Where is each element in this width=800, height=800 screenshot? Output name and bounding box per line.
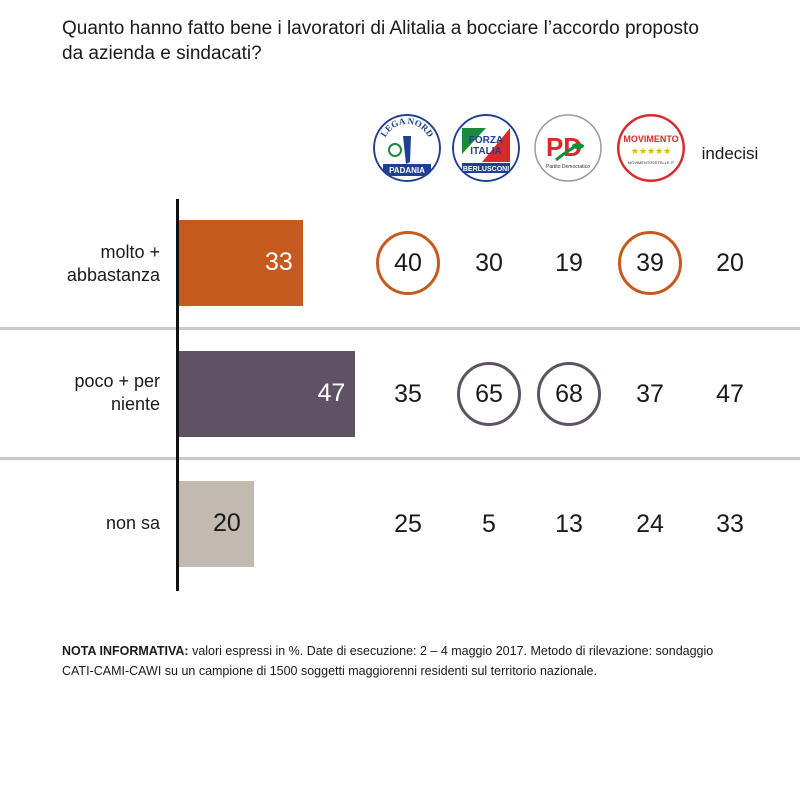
m5s-stars-icon: ★★★★★ (631, 146, 671, 156)
row-label-line: non sa (105, 513, 160, 533)
lega-logo-text-bottom: PADANIA (389, 166, 425, 175)
table-cell: 24 (636, 510, 664, 538)
row-separator (0, 327, 800, 330)
table-cell: 13 (555, 510, 583, 538)
bar (179, 351, 356, 437)
row-label-line: molto + (100, 242, 160, 262)
table-cell: 25 (394, 510, 422, 538)
pd-logo-text-bottom: Partito Democratico (546, 164, 590, 170)
lega-nord-logo: LEGA NORD PADANIA (373, 114, 441, 182)
m5s-logo-text-bottom: MOVIMENTO5STELLE.IT (628, 160, 675, 165)
indecisi-header: indecisi (701, 144, 759, 163)
row-label-line: abbastanza (66, 265, 160, 285)
row-label-poco: poco + per niente (40, 370, 160, 416)
row-label-molto: molto + abbastanza (40, 241, 160, 287)
highlight-ring (457, 362, 521, 426)
row-label-line: poco + per (74, 371, 160, 391)
footnote-text: valori espressi in %. Date di esecuzione… (62, 644, 714, 678)
table-cell: 19 (555, 249, 583, 277)
row-label-nonsa: non sa (40, 512, 160, 535)
table-cell: 33 (716, 510, 744, 538)
table-cell: 40 (394, 249, 422, 277)
bar (179, 220, 303, 306)
table-cell: 39 (636, 249, 664, 277)
bar-value-label: 20 (213, 509, 241, 537)
bar-value-label: 33 (264, 248, 293, 276)
title-line-2: da azienda e sindacati? (62, 43, 262, 64)
highlight-ring (618, 231, 682, 295)
fi-logo-text-bottom: BERLUSCONI (463, 166, 509, 173)
pd-logo: PD Partito Democratico (534, 114, 602, 182)
title-line-1: Quanto hanno fatto bene i lavoratori di … (62, 18, 699, 39)
chart-axis (176, 199, 179, 591)
table-cell: 68 (555, 380, 583, 408)
table-cell: 65 (475, 380, 503, 408)
bar-value-label: 47 (317, 379, 346, 407)
bar (179, 481, 254, 567)
row-label-line: niente (110, 394, 160, 414)
fi-logo-text-top: FORZA (469, 135, 503, 146)
table-cell: 37 (636, 380, 664, 408)
footnote: NOTA INFORMATIVA: valori espressi in %. … (62, 641, 742, 681)
table-cell: 30 (475, 249, 503, 277)
table-cell: 20 (716, 249, 744, 277)
highlight-ring (537, 362, 601, 426)
m5s-logo-text-top: MOVIMENTO (623, 134, 678, 144)
m5s-logo: MOVIMENTO ★★★★★ MOVIMENTO5STELLE.IT (617, 114, 685, 182)
table-cell: 35 (394, 380, 422, 408)
chart-title: Quanto hanno fatto bene i lavoratori di … (62, 16, 742, 66)
table-cell: 47 (716, 380, 744, 408)
row-separator (0, 457, 800, 460)
fi-logo-text-mid: ITALIA (470, 146, 501, 157)
table-cell: 5 (482, 510, 496, 538)
forza-italia-logo: FORZA ITALIA BERLUSCONI (452, 114, 520, 182)
footnote-bold: NOTA INFORMATIVA: (62, 644, 189, 658)
highlight-ring (376, 231, 440, 295)
